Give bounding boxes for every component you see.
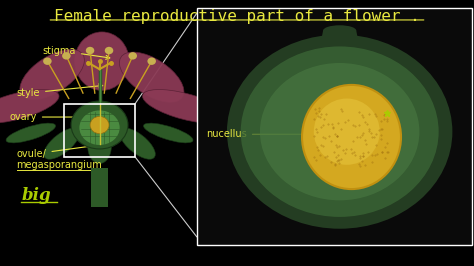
Ellipse shape <box>43 57 52 65</box>
FancyBboxPatch shape <box>197 8 472 245</box>
Text: ovary: ovary <box>9 112 124 122</box>
Ellipse shape <box>105 47 113 54</box>
Text: nucellus: nucellus <box>206 129 328 139</box>
Ellipse shape <box>86 47 94 54</box>
Ellipse shape <box>302 85 401 189</box>
Ellipse shape <box>143 90 227 123</box>
Text: megasporangium: megasporangium <box>17 160 102 170</box>
Ellipse shape <box>260 63 419 200</box>
Ellipse shape <box>6 123 55 143</box>
Text: ovule/: ovule/ <box>17 143 105 159</box>
Text: style: style <box>17 84 103 98</box>
Ellipse shape <box>241 47 438 217</box>
Ellipse shape <box>0 90 59 123</box>
Ellipse shape <box>144 123 193 143</box>
Ellipse shape <box>147 57 156 65</box>
Ellipse shape <box>75 32 129 90</box>
Ellipse shape <box>44 128 80 159</box>
Ellipse shape <box>88 129 111 164</box>
Ellipse shape <box>128 52 137 60</box>
Text: Female reproductive part of a flower .: Female reproductive part of a flower . <box>54 9 420 24</box>
Polygon shape <box>91 168 108 207</box>
Ellipse shape <box>71 101 128 149</box>
Ellipse shape <box>323 25 356 36</box>
Ellipse shape <box>314 98 380 165</box>
Text: stigma: stigma <box>43 45 110 59</box>
Text: big: big <box>21 187 51 204</box>
Ellipse shape <box>119 128 155 159</box>
Ellipse shape <box>90 116 109 134</box>
Ellipse shape <box>62 52 71 60</box>
Ellipse shape <box>20 49 84 99</box>
Ellipse shape <box>227 35 452 229</box>
Ellipse shape <box>79 110 119 145</box>
Ellipse shape <box>119 52 184 102</box>
Polygon shape <box>316 31 364 68</box>
